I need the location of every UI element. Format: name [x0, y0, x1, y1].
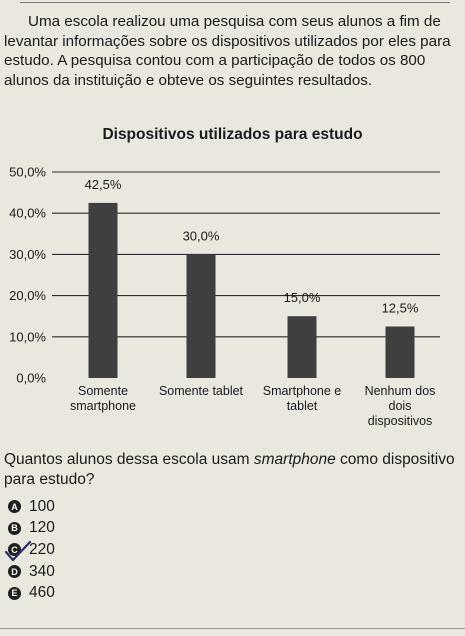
x-category-label: dois [389, 399, 412, 413]
data-label: 30,0% [183, 228, 220, 243]
bottom-divider [0, 628, 465, 629]
data-label: 15,0% [284, 290, 321, 305]
x-category-label: Somente [78, 384, 128, 398]
bar [88, 202, 118, 378]
option-letter-badge: C [8, 543, 21, 557]
x-category-label: smartphone [70, 399, 136, 413]
x-category-label: Nenhum dos [365, 384, 436, 398]
question-emphasis: smartphone [253, 451, 336, 468]
option-d[interactable]: D 340 [8, 561, 208, 583]
handwritten-check-icon [4, 540, 32, 562]
y-tick-label: 10,0% [9, 329, 46, 344]
option-e[interactable]: E 460 [8, 582, 208, 604]
intro-paragraph: Uma escola realizou uma pesquisa com seu… [4, 13, 451, 89]
bar [186, 254, 216, 378]
answer-options: A 100 B 120 C 220 D 340 E 460 [8, 496, 208, 604]
top-divider [20, 2, 450, 3]
option-a[interactable]: A 100 [8, 496, 208, 518]
bar-chart: 0,0% 10,0% 20,0% 30,0% 40,0% 50,0% 42,5% 30,0% 1… [0, 150, 465, 440]
question-before: Quantos alunos dessa escola usam [4, 451, 254, 468]
y-tick-label: 30,0% [9, 247, 46, 262]
option-b[interactable]: B 120 [8, 518, 208, 540]
y-tick-label: 50,0% [9, 165, 46, 180]
y-tick-label: 20,0% [9, 288, 46, 303]
x-category-label: Smartphone e [263, 384, 342, 398]
x-category-label: tablet [287, 399, 318, 413]
bar-chart-svg: 0,0% 10,0% 20,0% 30,0% 40,0% 50,0% 42,5% 30,0% 1… [9, 165, 440, 428]
x-category-label: dispositivos [368, 414, 433, 428]
y-tick-label: 40,0% [9, 206, 46, 221]
option-c[interactable]: C 220 [8, 539, 208, 561]
option-text: 100 [29, 497, 55, 515]
bar [385, 326, 415, 378]
bar [287, 316, 317, 378]
data-label: 12,5% [382, 301, 419, 316]
option-letter-badge: A [8, 500, 21, 514]
y-tick-label: 0,0% [16, 371, 46, 386]
x-category-label: Somente tablet [159, 384, 244, 398]
chart-title: Dispositivos utilizados para estudo [102, 126, 363, 143]
data-label: 42,5% [85, 177, 122, 192]
option-text: 120 [29, 519, 55, 537]
question-text: Quantos alunos dessa escola usam smartph… [4, 450, 456, 490]
option-text: 220 [29, 540, 55, 558]
option-letter-badge: E [8, 586, 21, 600]
question-after: como dispositivo para estudo? [4, 451, 455, 488]
option-text: 340 [29, 562, 55, 580]
option-text: 460 [29, 584, 55, 602]
option-letter-badge: B [8, 521, 21, 535]
option-letter-badge: D [8, 565, 21, 579]
